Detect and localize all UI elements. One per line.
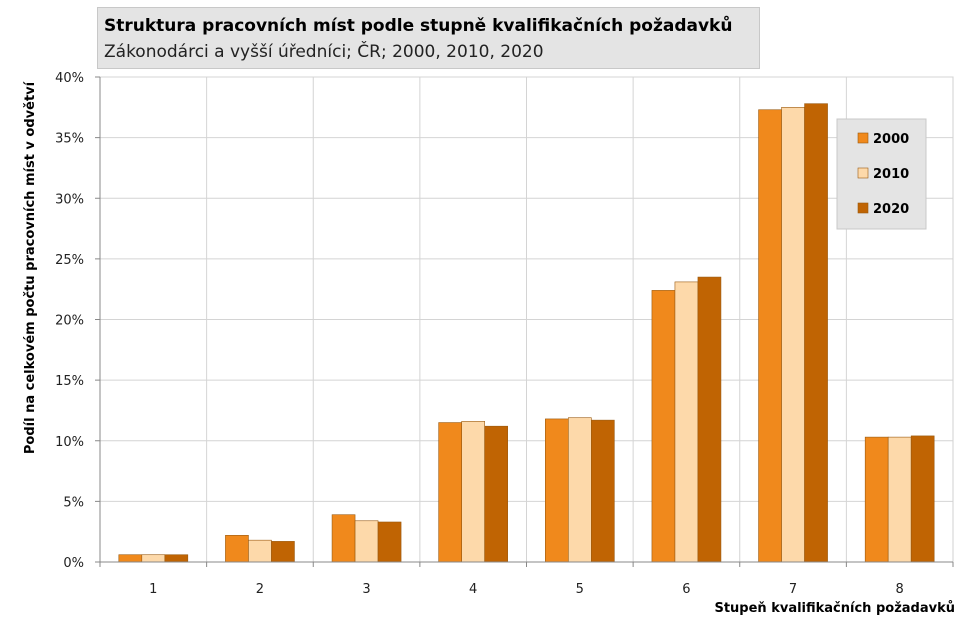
x-tick-label: 3: [362, 582, 370, 597]
legend-label-2000: 2000: [873, 132, 909, 147]
y-tick-label: 5%: [63, 495, 84, 510]
x-tick-label: 1: [149, 582, 157, 597]
bar-2000-cat-2: [225, 535, 249, 563]
chart-title: Struktura pracovních míst podle stupně k…: [104, 16, 733, 36]
bar-2010-cat-4: [461, 421, 485, 563]
bar-2000-cat-5: [545, 418, 569, 563]
bar-2020-cat-6: [697, 276, 722, 563]
bar-2020-cat-7: [804, 103, 828, 563]
bars: [118, 103, 935, 563]
bar-2020-cat-8: [910, 435, 935, 563]
tick-labels: 0% 5% 10% 15% 20% 25% 30% 35% 40% 1 2 3 4 5 6 7 8: [55, 71, 904, 597]
y-tick-label: 10%: [55, 435, 84, 450]
bar-2000-cat-6: [651, 290, 676, 563]
y-tick-label: 35%: [55, 132, 84, 147]
bar-2020-cat-1: [164, 554, 189, 563]
bar-2000-cat-7: [758, 109, 782, 563]
bar-2010-cat-7: [781, 107, 805, 563]
x-tick-label: 8: [896, 582, 904, 597]
x-axis-title: Stupeň kvalifikačních požadavků: [714, 601, 955, 616]
bar-2000-cat-8: [864, 436, 889, 563]
bar-2010-cat-3: [354, 520, 379, 563]
x-tick-label: 2: [256, 582, 264, 597]
legend-label-2010: 2010: [873, 167, 909, 182]
x-tick-label: 7: [789, 582, 797, 597]
bar-2000-cat-1: [118, 554, 143, 563]
bar-2020-cat-2: [271, 541, 295, 563]
bar-2000-cat-4: [438, 422, 462, 563]
x-tick-label: 4: [469, 582, 477, 597]
bar-2010-cat-6: [674, 281, 699, 563]
y-tick-label: 15%: [55, 374, 84, 389]
x-tick-label: 6: [682, 582, 690, 597]
y-axis-title: Podíl na celkovém počtu pracovních míst …: [23, 80, 38, 454]
legend-label-2020: 2020: [873, 202, 909, 217]
bar-2020-cat-4: [484, 425, 508, 563]
bar-2020-cat-5: [591, 419, 615, 563]
y-tick-label: 25%: [55, 253, 84, 268]
y-tick-label: 0%: [63, 556, 84, 571]
bar-2010-cat-8: [887, 436, 912, 563]
bar-2010-cat-2: [248, 539, 272, 563]
legend-swatch-2020: [857, 202, 869, 214]
bar-2010-cat-1: [141, 554, 166, 563]
legend: 2000 2010 2020: [836, 118, 927, 230]
legend-swatch-2010: [857, 167, 869, 179]
axes: [95, 76, 954, 567]
y-tick-label: 40%: [55, 71, 84, 86]
chart-title-box: Struktura pracovních míst podle stupně k…: [97, 7, 760, 69]
bar-2010-cat-5: [568, 417, 592, 563]
bar-2000-cat-3: [331, 514, 356, 563]
chart-subtitle: Zákonodárci a vyšší úředníci; ČR; 2000, …: [104, 42, 544, 62]
legend-swatch-2000: [857, 132, 869, 144]
bar-2020-cat-3: [377, 521, 402, 563]
x-tick-label: 5: [576, 582, 584, 597]
y-tick-label: 20%: [55, 314, 84, 329]
legend-box: [836, 118, 927, 230]
y-tick-label: 30%: [55, 192, 84, 207]
